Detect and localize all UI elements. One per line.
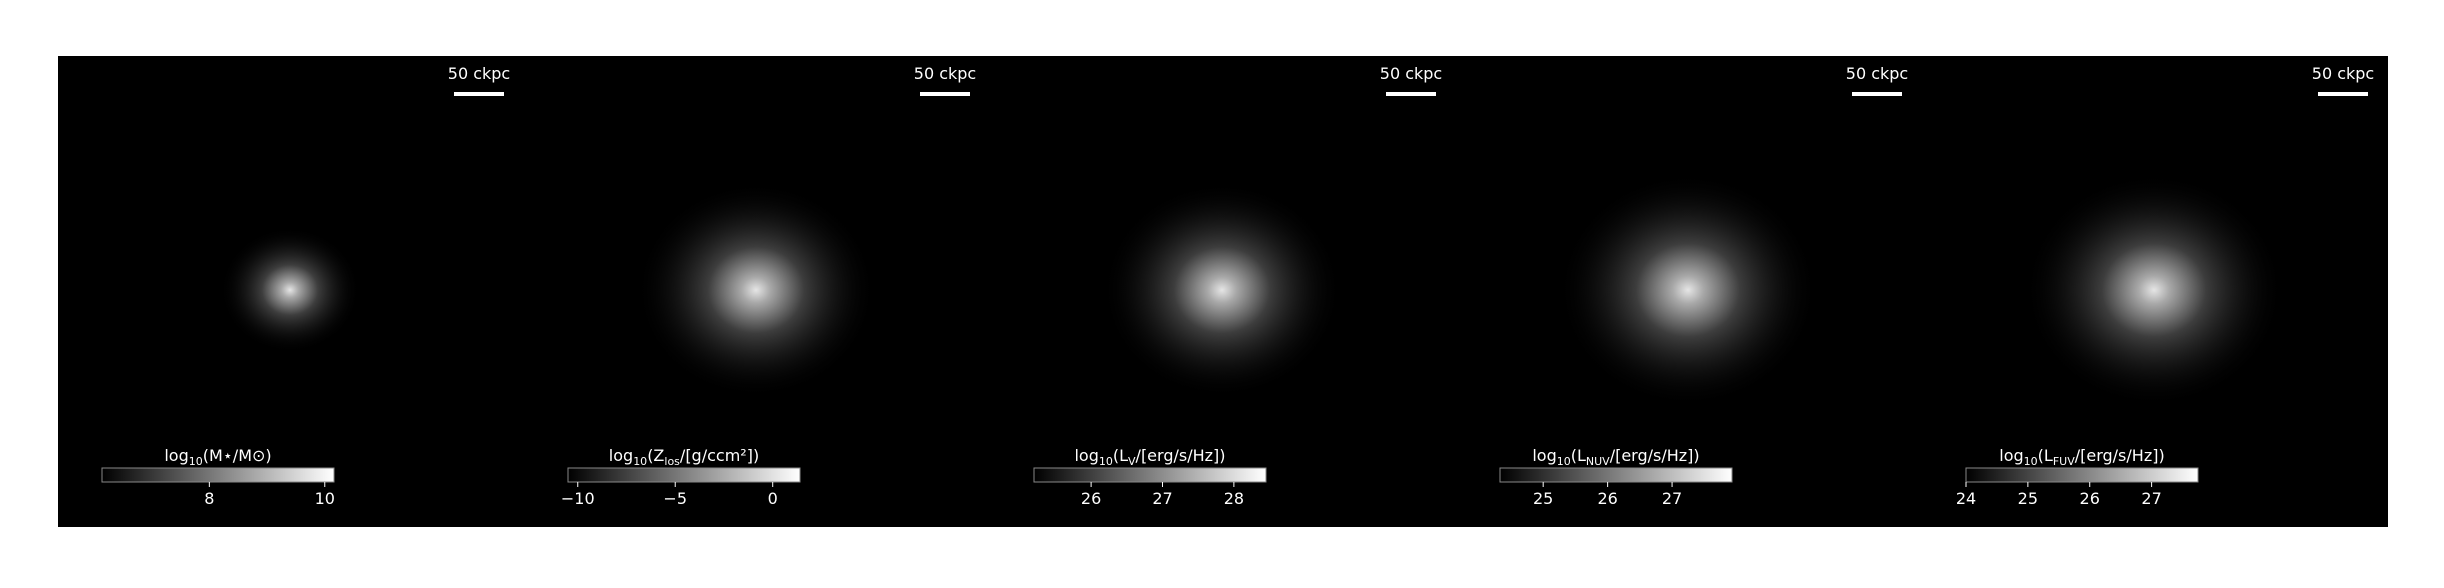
colorbar-tick-label: 25 (2018, 489, 2038, 508)
colorbar-tick-label: 27 (1152, 489, 1172, 508)
colorbar-tick-label: 25 (1533, 489, 1553, 508)
colorbar-tick-label: 28 (1224, 489, 1244, 508)
label-part: 10 (1557, 455, 1571, 468)
galaxy-glow (220, 227, 360, 353)
label-part: NUV (1586, 455, 1610, 468)
label-part: (Z (647, 446, 664, 465)
colorbar-tick-label: 26 (2080, 489, 2100, 508)
colorbar (567, 467, 801, 483)
label-part: V (1128, 455, 1136, 468)
label-part: 10 (2024, 455, 2038, 468)
colorbar-tick-label: −5 (663, 489, 687, 508)
label-part: (L (1571, 446, 1586, 465)
colorbar-tick-label: 26 (1597, 489, 1617, 508)
colorbar (1033, 467, 1267, 483)
label-part: FUV (2053, 455, 2075, 468)
label-part: log (164, 446, 188, 465)
colorbar-tick-label: 8 (204, 489, 214, 508)
colorbar-tick-label: 27 (1662, 489, 1682, 508)
colorbar-tick-label: −10 (561, 489, 595, 508)
colorbar-tick-label: 26 (1081, 489, 1101, 508)
colorbar (1499, 467, 1733, 483)
colorbar-label: log10(LV/[erg/s/Hz]) (1074, 446, 1225, 468)
galaxy-glow (636, 182, 876, 398)
label-part: 10 (633, 455, 647, 468)
label-part: /[erg/s/Hz]) (1136, 446, 1226, 465)
label-part: /[g/ccm²]) (680, 446, 759, 465)
scale-bar-label: 50 ckpc (1846, 64, 1908, 83)
label-part: los (664, 455, 680, 468)
colorbar-tick-label: 24 (1956, 489, 1976, 508)
scale-bar-label: 50 ckpc (1380, 64, 1442, 83)
label-part: (M⋆/M⊙) (203, 446, 272, 465)
label-part: (L (2038, 446, 2053, 465)
label-part: /[erg/s/Hz]) (1610, 446, 1700, 465)
label-part: 10 (189, 455, 203, 468)
colorbar-tick-label: 0 (768, 489, 778, 508)
label-part: log (1074, 446, 1098, 465)
colorbar-label: log10(LFUV/[erg/s/Hz]) (1999, 446, 2164, 468)
scale-bar-label: 50 ckpc (914, 64, 976, 83)
label-part: 10 (1099, 455, 1113, 468)
label-part: log (609, 446, 633, 465)
colorbar-tick-label: 10 (315, 489, 335, 508)
scale-bar-label: 50 ckpc (448, 64, 510, 83)
colorbar (1965, 467, 2199, 483)
colorbar-label: log10(M⋆/M⊙) (164, 446, 271, 468)
label-part: (L (1113, 446, 1128, 465)
galaxy-glow (2024, 173, 2284, 407)
colorbar-label: log10(Zlos/[g/ccm²]) (609, 446, 759, 468)
label-part: /[erg/s/Hz]) (2075, 446, 2165, 465)
galaxy-glow (1558, 173, 1818, 407)
label-part: log (1532, 446, 1556, 465)
label-part: log (1999, 446, 2023, 465)
galaxy-glow (1102, 182, 1342, 398)
colorbar (101, 467, 335, 483)
scale-bar-label: 50 ckpc (2312, 64, 2374, 83)
colorbar-label: log10(LNUV/[erg/s/Hz]) (1532, 446, 1699, 468)
colorbar-tick-label: 27 (2141, 489, 2161, 508)
